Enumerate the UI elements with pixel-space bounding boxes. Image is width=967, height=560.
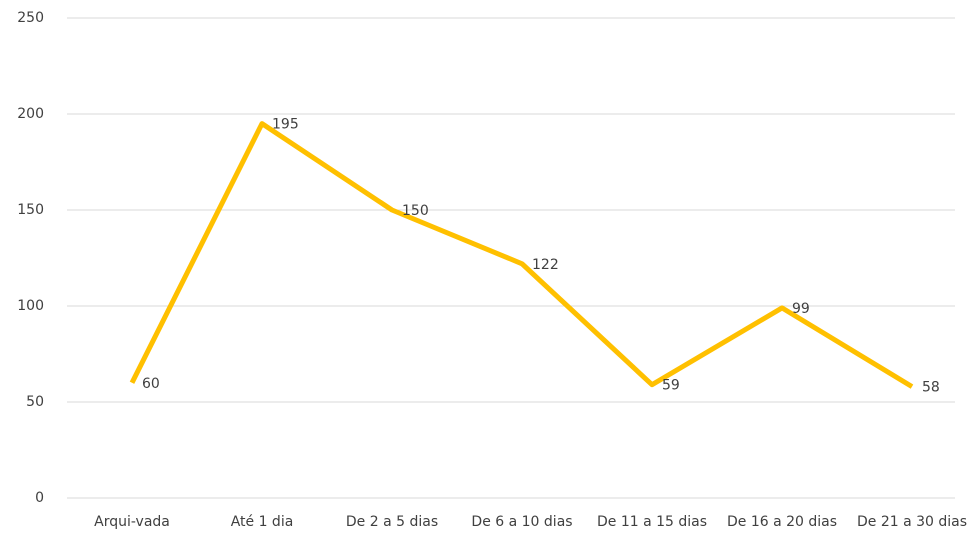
x-tick-label: De 11 a 15 dias: [596, 514, 708, 530]
y-tick-label: 50: [26, 394, 44, 410]
data-label: 59: [662, 378, 680, 394]
x-tick-label: De 6 a 10 dias: [471, 514, 573, 530]
y-tick-label: 200: [17, 106, 44, 122]
data-label: 150: [402, 203, 429, 219]
x-tick-label: De 16 a 20 dias: [726, 514, 838, 530]
x-tick-label: De 21 a 30 dias: [856, 514, 967, 530]
data-line: [129, 121, 914, 389]
y-tick-label: 150: [17, 202, 44, 218]
data-label: 99: [792, 301, 810, 317]
data-label: 122: [532, 257, 559, 273]
x-tick-label: De 2 a 5 dias: [345, 514, 439, 530]
y-tick-label: 0: [35, 490, 44, 506]
data-label: 195: [272, 117, 299, 133]
x-tick-label: Arqui-vada: [94, 514, 170, 530]
data-label: 58: [922, 380, 940, 396]
y-tick-label: 250: [17, 10, 44, 26]
y-tick-label: 100: [17, 298, 44, 314]
x-tick-label: Até 1 dia: [230, 514, 294, 530]
data-label: 60: [142, 376, 160, 392]
